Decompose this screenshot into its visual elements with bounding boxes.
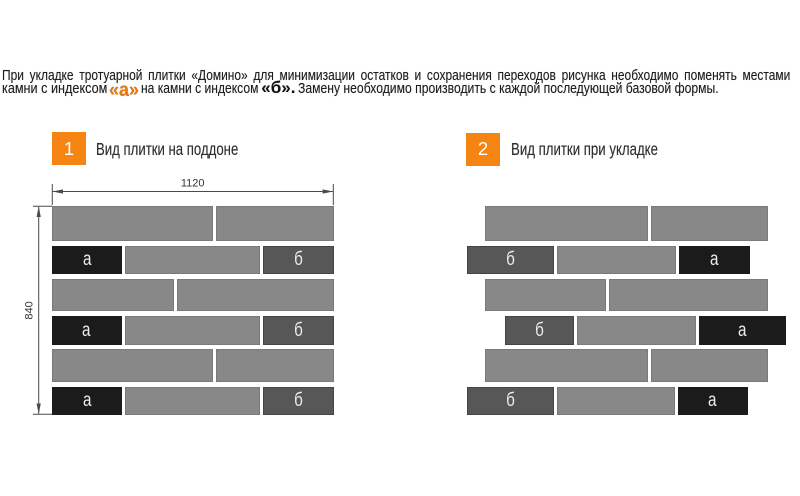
svg-text:840: 840 xyxy=(24,301,36,319)
svg-text:1120: 1120 xyxy=(181,178,205,190)
